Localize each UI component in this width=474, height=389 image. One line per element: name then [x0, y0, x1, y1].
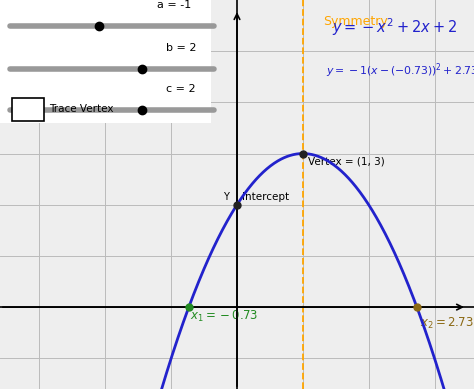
Text: b = 2: b = 2	[166, 43, 196, 53]
Text: Y: Y	[223, 192, 229, 202]
Text: Intercept: Intercept	[242, 192, 290, 202]
Text: Trace Vertex: Trace Vertex	[49, 104, 114, 114]
Text: a = -1: a = -1	[157, 0, 191, 10]
Text: $y = -1(x-(-0.73))^2 + 2.73$: $y = -1(x-(-0.73))^2 + 2.73$	[326, 61, 474, 80]
Text: $y = -x^2 + 2x + 2$: $y = -x^2 + 2x + 2$	[332, 17, 457, 38]
Text: Symmetry: Symmetry	[323, 14, 388, 28]
Bar	[0, 0, 210, 123]
FancyBboxPatch shape	[12, 98, 44, 121]
Text: Vertex = (1, 3): Vertex = (1, 3)	[308, 156, 385, 166]
Text: $x_1 = -0.73$: $x_1 = -0.73$	[190, 309, 258, 324]
Text: $x_2 = 2.73$: $x_2 = 2.73$	[420, 315, 474, 331]
Text: c = 2: c = 2	[166, 84, 196, 94]
